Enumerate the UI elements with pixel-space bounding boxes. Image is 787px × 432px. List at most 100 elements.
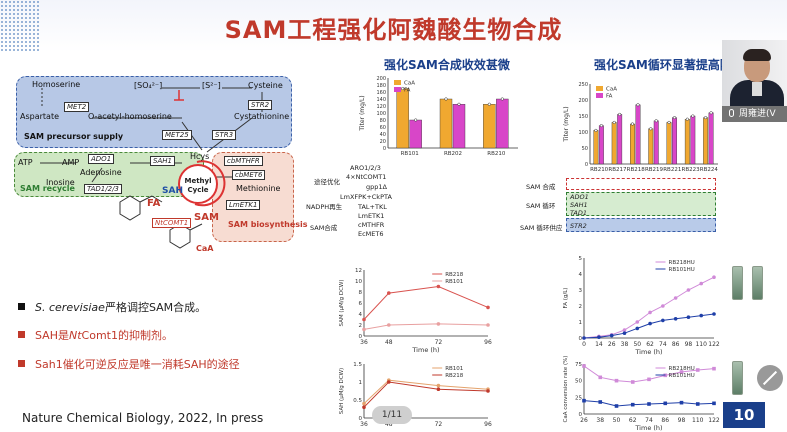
x-tick-label: 36 (360, 339, 368, 346)
cysteine-label: Cysteine (248, 81, 283, 90)
bar-caa (648, 128, 654, 165)
speaker-hair (743, 49, 771, 61)
microphone-icon (729, 109, 734, 117)
x-tick-label: 48 (385, 421, 393, 428)
sam-biosynthesis-label: SAM biosynthesis (228, 220, 308, 229)
bullet-marker (18, 303, 25, 310)
matrix-box (566, 218, 716, 232)
bar-caa (611, 122, 617, 165)
cbmet6-gene: cbMET6 (232, 170, 266, 180)
x-tick-label: RB219 (645, 167, 664, 173)
x-tick-label: RB217 (608, 167, 627, 173)
y-axis-label: SAM (μM/g DCW) (339, 280, 345, 327)
legend-label: RB101 (445, 279, 463, 285)
data-point (414, 118, 418, 122)
y-tick-label: 20 (380, 139, 386, 145)
legend-label: RB218 (445, 272, 464, 278)
y-tick-label: 1 (359, 380, 363, 386)
bullet-2: SAH是NtComt1的抑制剂。 (18, 327, 173, 343)
aspartate-label: Aspartate (20, 112, 60, 121)
data-point (679, 400, 684, 405)
data-point (598, 400, 603, 404)
matrix-row: gpp1Δ (366, 183, 387, 191)
data-point (686, 288, 691, 292)
data-point (614, 378, 619, 383)
data-point (648, 321, 652, 326)
matrix-row: 4×NtCOMT1 (346, 173, 387, 181)
data-point (618, 112, 622, 116)
data-point (401, 86, 405, 91)
data-point (699, 281, 704, 286)
y-axis-label: Titer (mg/L) (359, 95, 366, 131)
sam-label: SAM (194, 212, 219, 223)
fa-label: FA (147, 198, 161, 209)
str2-gene: STR2 (248, 100, 273, 110)
panel2-genotype-matrix: SAM 合成 SAM 循环 SAM 循环供应 ADO1 SAH1 TAD1 ST… (520, 176, 720, 236)
data-point (362, 401, 366, 406)
matrix-box (566, 192, 716, 216)
y-tick-label: 250 (578, 82, 588, 88)
speaker-video[interactable] (722, 40, 787, 106)
bullet-3: Sah1催化可逆反应是唯一消耗SAH的途径 (18, 356, 240, 372)
tad123-gene: TAD1/2/3 (84, 184, 122, 194)
data-point (614, 404, 619, 408)
series-line-rb101 (363, 323, 489, 330)
speaker-shirt (752, 82, 762, 96)
y-tick-label: 50 (575, 379, 582, 385)
data-point (599, 124, 603, 128)
y-tick-label: 3 (579, 288, 583, 294)
data-point (436, 284, 441, 289)
data-point (695, 368, 700, 372)
data-point (500, 97, 504, 101)
matrix-row: TAL+TKL (358, 203, 387, 211)
matrix-box (566, 178, 716, 190)
data-point (654, 119, 658, 123)
camera-off-icon[interactable] (757, 365, 783, 391)
x-tick-label: 26 (580, 417, 588, 424)
y-tick-label: 140 (376, 97, 386, 103)
speaker-name-tag: 周雍进(V (722, 106, 787, 122)
bar-caa (483, 104, 496, 149)
page-number: 10 (723, 402, 765, 428)
data-point (582, 364, 586, 368)
x-tick-label: 122 (708, 341, 720, 348)
data-point (661, 318, 665, 323)
x-tick-label: 72 (435, 421, 443, 428)
data-point (663, 401, 668, 406)
str3-gene: STR3 (212, 130, 237, 140)
sam-biosynthesis-box (212, 152, 294, 242)
x-tick-label: 74 (659, 341, 667, 348)
sah1-gene: SAH1 (150, 156, 175, 166)
citation: Nature Chemical Biology, 2022, In press (22, 411, 264, 425)
data-point (362, 405, 366, 409)
data-point (362, 327, 366, 332)
ado1-gene: ADO1 (88, 154, 115, 164)
bar-fa (496, 98, 509, 149)
y-tick-label: 0 (383, 146, 386, 152)
y-axis-label: SAH (μM/g DCW) (339, 368, 345, 414)
data-point (667, 120, 671, 124)
matrix-row: EcMET6 (358, 230, 384, 238)
x-tick-label: RB218 (627, 167, 646, 173)
y-tick-label: 6 (359, 301, 363, 307)
x-tick-label: 0 (582, 341, 586, 348)
bullet-1: S. cerevisiae严格调控SAM合成。 (18, 299, 206, 315)
bar-caa (396, 88, 409, 149)
data-point (649, 127, 653, 131)
bullet-1-text: 严格调控SAM合成。 (104, 301, 207, 314)
data-point (712, 312, 716, 316)
page-indicator[interactable]: 1/11 (372, 406, 412, 424)
x-tick-label: 72 (435, 339, 443, 346)
data-point (712, 275, 716, 279)
x-tick-label: RB223 (682, 167, 701, 173)
matrix-group-label: SAM 循环 (526, 202, 556, 210)
data-point (582, 398, 586, 403)
y-tick-label: 0.5 (353, 398, 362, 404)
x-tick-label: 50 (613, 417, 621, 424)
sam-pathway-diagram: Homoserine [SO₄²⁻] [S²⁻] Cysteine Aspart… (12, 72, 308, 272)
y-tick-label: 2 (359, 323, 363, 329)
flask-image (752, 266, 763, 300)
data-point (486, 323, 490, 327)
